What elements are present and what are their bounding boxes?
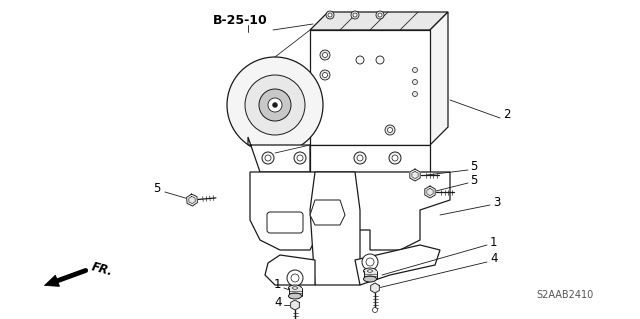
Polygon shape (355, 245, 440, 285)
Circle shape (326, 11, 334, 19)
Circle shape (291, 274, 299, 282)
Circle shape (323, 53, 328, 57)
Circle shape (376, 56, 384, 64)
Polygon shape (248, 137, 310, 172)
Polygon shape (310, 172, 360, 285)
Text: 1: 1 (274, 278, 282, 292)
Circle shape (413, 92, 417, 97)
Circle shape (328, 13, 332, 17)
Circle shape (297, 155, 303, 161)
Bar (289, 288, 301, 296)
Text: FR.: FR. (90, 260, 114, 278)
Circle shape (392, 155, 398, 161)
Polygon shape (291, 300, 300, 310)
Circle shape (413, 68, 417, 72)
Circle shape (265, 155, 271, 161)
Ellipse shape (364, 276, 376, 282)
Circle shape (245, 75, 305, 135)
Circle shape (351, 11, 359, 19)
Polygon shape (265, 255, 315, 285)
Text: 5: 5 (153, 182, 161, 196)
Circle shape (362, 254, 378, 270)
Polygon shape (250, 172, 450, 250)
Text: 2: 2 (503, 108, 511, 122)
Circle shape (259, 89, 291, 121)
Circle shape (389, 152, 401, 164)
Text: 5: 5 (470, 160, 477, 174)
Text: S2AAB2410: S2AAB2410 (536, 290, 594, 300)
Polygon shape (44, 275, 60, 286)
Circle shape (356, 56, 364, 64)
Circle shape (320, 50, 330, 60)
Circle shape (273, 102, 278, 108)
Circle shape (366, 258, 374, 266)
Circle shape (378, 13, 382, 17)
Text: B-25-10: B-25-10 (213, 13, 268, 26)
Circle shape (268, 98, 282, 112)
Circle shape (262, 152, 274, 164)
Polygon shape (310, 12, 448, 30)
Circle shape (323, 72, 328, 78)
Circle shape (385, 125, 395, 135)
Polygon shape (410, 169, 420, 181)
Ellipse shape (289, 293, 301, 299)
Circle shape (227, 57, 323, 153)
Polygon shape (187, 194, 197, 206)
Circle shape (354, 152, 366, 164)
Bar (364, 271, 376, 279)
Circle shape (372, 308, 378, 313)
Circle shape (353, 13, 357, 17)
Circle shape (387, 128, 392, 132)
Circle shape (294, 152, 306, 164)
Text: 5: 5 (470, 174, 477, 187)
Circle shape (287, 270, 303, 286)
Polygon shape (310, 30, 430, 145)
Ellipse shape (289, 285, 301, 291)
Polygon shape (430, 12, 448, 145)
Ellipse shape (364, 268, 376, 274)
Circle shape (320, 70, 330, 80)
Ellipse shape (367, 270, 372, 272)
FancyBboxPatch shape (267, 212, 303, 233)
Polygon shape (425, 186, 435, 198)
Circle shape (357, 155, 363, 161)
Text: 4: 4 (274, 296, 282, 309)
Polygon shape (371, 283, 380, 293)
Ellipse shape (292, 287, 298, 289)
Polygon shape (310, 200, 345, 225)
Circle shape (413, 79, 417, 85)
Polygon shape (310, 145, 430, 172)
Text: 3: 3 (493, 196, 500, 209)
Circle shape (376, 11, 384, 19)
Text: 4: 4 (490, 251, 497, 264)
Text: 1: 1 (490, 235, 497, 249)
